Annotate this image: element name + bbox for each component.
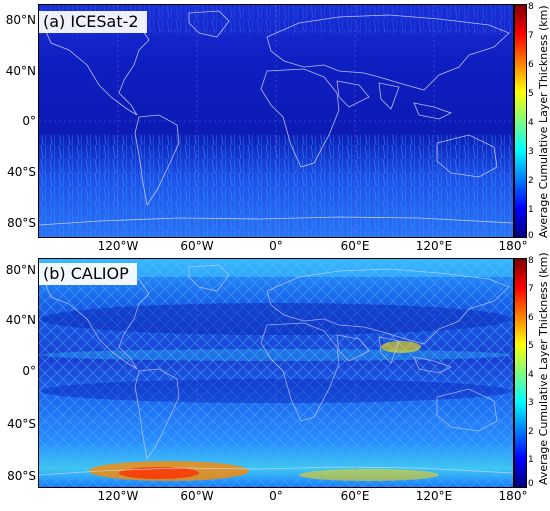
colorbar-tick: 7 <box>528 284 534 294</box>
colorbar-tick: 4 <box>528 370 534 380</box>
lon-tick: 0° <box>269 489 283 503</box>
colorbar <box>514 258 527 488</box>
colorbar-tick: 6 <box>528 313 534 323</box>
lon-tick: 120°E <box>415 489 453 503</box>
colorbar-tick: 2 <box>528 176 534 186</box>
panel-label: (b) CALIOP <box>39 263 137 285</box>
map-caliop: (b) CALIOP <box>38 258 514 488</box>
colorbar-tick: 1 <box>528 205 534 215</box>
antarctic-hotspot <box>299 469 439 481</box>
lat-tick: 0° <box>22 114 36 128</box>
lat-tick: 40°S <box>7 417 36 431</box>
colorbar-tick: 2 <box>528 427 534 437</box>
colorbar-tick: 8 <box>528 2 534 12</box>
colorbar-title: Average Cumulative Layer Thickness (km) <box>537 5 550 238</box>
panel-icesat2: (a) ICESat-2 80°N 40°N 0° 40°S 80°S 120°… <box>0 0 550 255</box>
lon-tick: 60°E <box>340 239 370 253</box>
colorbar-tick: 7 <box>528 31 534 41</box>
colorbar-tick: 4 <box>528 118 534 128</box>
colorbar-tick: 1 <box>528 455 534 465</box>
lat-tick: 80°N <box>5 13 36 27</box>
colorbar-tick: 5 <box>528 341 534 351</box>
lon-tick: 120°E <box>415 239 453 253</box>
colorbar <box>514 4 527 238</box>
map-icesat2: (a) ICESat-2 <box>38 4 514 238</box>
lat-tick: 40°S <box>7 165 36 179</box>
lon-tick: 60°E <box>340 489 370 503</box>
tibet-hotspot <box>381 341 421 353</box>
panel-caliop: (b) CALIOP 80°N 40°N 0° 40°S 80°S 120°W … <box>0 252 550 511</box>
lon-tick: 0° <box>269 239 283 253</box>
colorbar-tick: 3 <box>528 147 534 157</box>
colorbar-tick: 6 <box>528 60 534 70</box>
lat-tick: 80°S <box>7 469 36 483</box>
lon-tick: 180° <box>498 239 528 253</box>
arctic-band <box>39 259 513 277</box>
colorbar-tick: 5 <box>528 89 534 99</box>
lat-tick: 0° <box>22 364 36 378</box>
gridlines <box>39 259 513 487</box>
lon-tick: 120°W <box>97 239 139 253</box>
colorbar-tick: 3 <box>528 398 534 408</box>
lon-tick: 60°W <box>180 239 214 253</box>
colorbar-tick: 0 <box>528 479 534 489</box>
colorbar-title: Average Cumulative Layer Thickness (km) <box>537 252 550 485</box>
coastlines <box>39 10 513 226</box>
colorbar-tick: 0 <box>528 231 534 241</box>
lat-tick: 40°N <box>5 313 36 327</box>
lat-tick: 40°N <box>5 64 36 78</box>
orbit-crosshatch <box>39 259 513 487</box>
panel-label: (a) ICESat-2 <box>39 11 147 33</box>
colorbar-tick: 8 <box>528 256 534 266</box>
antarctic-hotspot <box>119 467 199 479</box>
gridlines <box>39 5 513 237</box>
lon-tick: 180° <box>498 489 528 503</box>
lat-tick: 80°N <box>5 263 36 277</box>
lon-tick: 120°W <box>97 489 139 503</box>
lat-tick: 80°S <box>7 216 36 230</box>
lon-tick: 60°W <box>180 489 214 503</box>
